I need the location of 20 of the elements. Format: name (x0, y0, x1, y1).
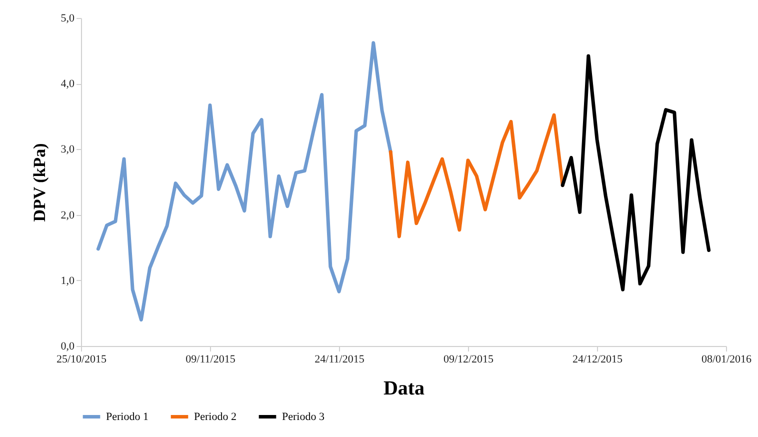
y-axis-title: DPV (kPa) (30, 143, 49, 222)
x-tick-label: 09/12/2015 (443, 354, 494, 366)
x-tick-label: 25/10/2015 (56, 354, 108, 366)
y-tick-label: 2,0 (60, 209, 75, 222)
line-series (560, 54, 711, 292)
x-tick-label: 08/01/2016 (701, 354, 752, 366)
legend-label: Periodo 3 (282, 410, 325, 423)
legend-label: Periodo 2 (194, 410, 236, 423)
x-tick-label: 24/11/2015 (314, 354, 365, 366)
y-tick-label: 0,0 (60, 340, 75, 352)
y-tick-label: 5,0 (60, 12, 75, 24)
x-tick-label: 09/11/2015 (186, 354, 236, 366)
x-tick-label: 24/12/2015 (572, 354, 624, 366)
y-tick-label: 1,0 (60, 274, 75, 287)
x-axis-title: Data (383, 378, 425, 400)
legend-label: Periodo 1 (106, 410, 148, 423)
line-series (388, 113, 564, 238)
y-tick-label: 3,0 (60, 144, 75, 156)
y-tick-label: 4,0 (60, 78, 75, 90)
line-series (96, 41, 392, 322)
